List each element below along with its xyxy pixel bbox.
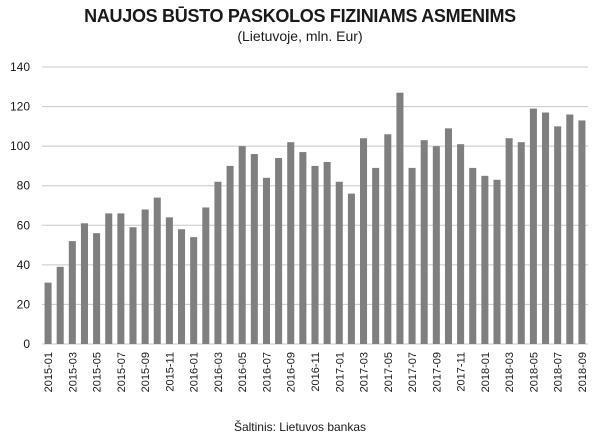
x-tick-label: 2015-03 (67, 352, 79, 392)
bar (493, 179, 501, 344)
bar (578, 120, 586, 345)
x-axis-ticks: 2015-01 2015-03 2015-05 2015-07 2015-09 2015-… (43, 352, 589, 392)
bar (408, 167, 416, 344)
bar (93, 233, 101, 344)
y-tick-label: 100 (10, 139, 30, 153)
bar (56, 266, 64, 344)
bar (68, 241, 76, 344)
bar (360, 138, 368, 344)
x-tick-label: 2018-07 (553, 352, 565, 392)
y-tick-label: 60 (17, 218, 31, 232)
bar (178, 229, 186, 344)
x-tick-label: 2016-03 (213, 352, 225, 392)
x-tick-label: 2018-09 (577, 352, 589, 392)
bar (517, 142, 525, 344)
bar (432, 146, 440, 344)
bar (505, 138, 513, 344)
bar (117, 213, 125, 344)
chart-subtitle: (Lietuvoje, mln. Eur) (237, 28, 363, 44)
bar (165, 217, 173, 344)
x-tick-label: 2017-11 (456, 352, 468, 392)
bar (80, 223, 88, 344)
bar (457, 144, 465, 344)
bar (202, 207, 210, 344)
bar (372, 167, 380, 344)
x-tick-label: 2017-03 (359, 352, 371, 392)
x-tick-label: 2015-07 (116, 352, 128, 392)
bar (129, 227, 137, 344)
bar (214, 181, 222, 344)
chart-source: Šaltinis: Lietuvos bankas (233, 420, 367, 434)
x-tick-label: 2015-09 (140, 352, 152, 392)
x-tick-label: 2015-11 (164, 352, 176, 392)
x-tick-label: 2016-07 (261, 352, 273, 392)
y-tick-label: 140 (10, 60, 30, 74)
chart-title: NAUJOS BŪSTO PASKOLOS FIZINIAMS ASMENIMS (84, 6, 516, 26)
y-tick-label: 40 (17, 258, 31, 272)
y-axis-ticks: 0 20 40 60 80 100 120 140 (10, 60, 30, 351)
bar (323, 161, 331, 344)
bar (226, 165, 234, 344)
bar (529, 108, 537, 344)
bar (542, 112, 550, 344)
bar (444, 128, 452, 344)
y-tick-label: 120 (10, 100, 30, 114)
bar (311, 165, 319, 344)
bar (287, 142, 295, 344)
bar (250, 154, 258, 344)
bar (105, 213, 113, 344)
x-tick-label: 2016-11 (310, 352, 322, 392)
bar (384, 134, 392, 344)
x-tick-label: 2017-09 (431, 352, 443, 392)
x-tick-label: 2016-09 (286, 352, 298, 392)
bar (190, 237, 198, 344)
x-tick-label: 2018-03 (504, 352, 516, 392)
bar (299, 152, 307, 344)
x-tick-label: 2017-01 (334, 352, 346, 392)
bar (396, 92, 404, 344)
x-tick-label: 2016-01 (189, 352, 201, 392)
bar (141, 209, 149, 344)
bar (262, 177, 270, 344)
x-tick-label: 2017-05 (383, 352, 395, 392)
y-tick-label: 20 (17, 297, 31, 311)
x-tick-label: 2017-07 (407, 352, 419, 392)
y-tick-label: 80 (17, 179, 31, 193)
y-tick-label: 0 (23, 337, 30, 351)
x-tick-label: 2016-05 (237, 352, 249, 392)
bar (238, 146, 246, 344)
bar (44, 282, 52, 344)
x-tick-label: 2015-01 (43, 352, 55, 392)
bar (275, 158, 283, 344)
bars (44, 92, 586, 345)
bar (481, 175, 489, 344)
bar (469, 167, 477, 344)
bar (420, 140, 428, 344)
x-tick-label: 2018-01 (480, 352, 492, 392)
bar (347, 193, 355, 344)
x-tick-label: 2015-05 (92, 352, 104, 392)
bar (153, 197, 161, 344)
bar (566, 114, 574, 344)
bar (335, 181, 343, 344)
x-tick-label: 2018-05 (528, 352, 540, 392)
bar (554, 126, 562, 344)
